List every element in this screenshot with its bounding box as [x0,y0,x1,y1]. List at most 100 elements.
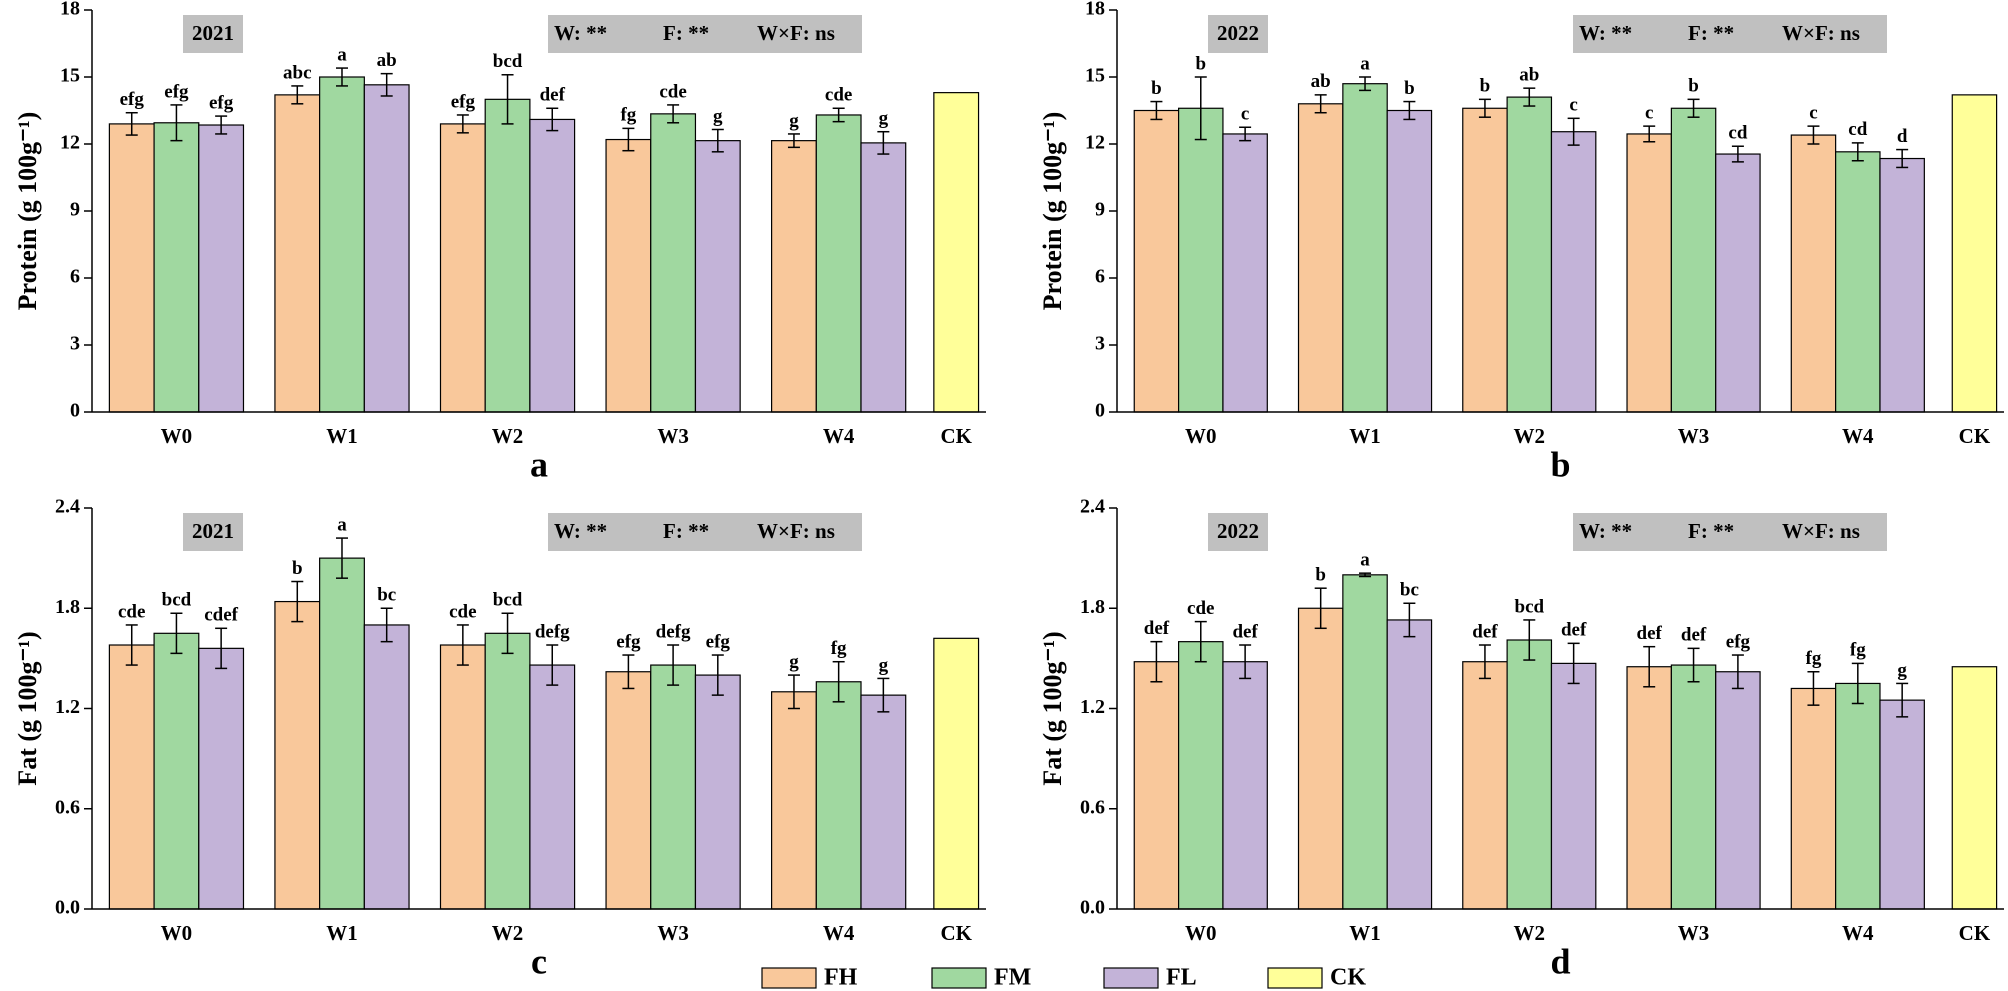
significance-letter: b [1688,76,1699,97]
significance-letter: g [879,655,889,676]
significance-letter: efg [1726,631,1751,652]
y-axis-label: Protein (g 100g⁻¹) [13,112,42,311]
bar [108,123,155,413]
bar [1506,639,1553,910]
panel-label: d [1550,941,1570,981]
bar [1626,133,1672,413]
bar [153,632,200,910]
significance-letter: defg [535,621,570,642]
x-tick-label: W2 [1514,424,1546,448]
significance-letter: b [1151,78,1162,99]
significance-letter: b [1480,76,1491,97]
bar [198,647,245,910]
bar [1342,83,1388,413]
panel-label: a [530,444,548,484]
significance-letter: b [1315,565,1326,586]
legend-swatch [761,967,817,989]
y-tick-label: 0.6 [1080,796,1105,818]
significance-letter: b [1404,78,1415,99]
significance-letter: defg [656,621,691,642]
stats-box [548,513,862,551]
year-label: 2021 [192,21,234,45]
stats-label: F: ** [663,21,709,45]
bar [529,118,576,413]
bar [439,123,486,413]
year-label: 2022 [1217,21,1259,45]
bar [815,681,862,910]
bar [1386,619,1433,910]
year-label: 2022 [1217,519,1259,543]
significance-letter: fg [831,638,847,659]
stats-label: W: ** [1579,519,1632,543]
significance-letter: efg [706,631,731,652]
significance-letter: a [337,514,347,535]
significance-letter: g [789,110,799,131]
significance-letter: fg [1850,640,1866,661]
y-tick-label: 18 [60,0,80,20]
bar [153,122,200,413]
bar [694,140,741,413]
y-tick-label: 18 [1085,0,1105,20]
bar [319,76,365,413]
significance-letter: g [713,106,723,127]
significance-letter: bcd [493,590,523,611]
stats-label: W×F: ns [757,21,835,45]
x-tick-label: CK [1959,424,1991,448]
stats-label: W×F: ns [1782,21,1860,45]
significance-letter: cde [825,85,852,106]
stats-box [1573,513,1887,551]
bar [1835,151,1881,413]
bar [650,664,697,910]
significance-letter: def [1472,621,1498,642]
year-box [1208,513,1268,551]
significance-letter: cde [118,601,145,622]
significance-letter: fg [1806,648,1822,669]
bar [1626,666,1672,910]
x-tick-label: W4 [823,921,855,945]
bar [1133,109,1180,413]
bar [1790,134,1837,413]
bar [815,114,862,413]
y-tick-label: 2.4 [1080,496,1105,518]
legend-label: FL [1166,965,1197,991]
legend-label: FH [824,965,858,991]
bar [650,113,697,413]
bar [1297,607,1344,910]
y-tick-label: 0 [1095,400,1105,422]
y-tick-label: 6 [70,266,80,288]
stats-label: W: ** [1579,21,1632,45]
significance-letter: bcd [493,51,523,72]
significance-letter: abc [283,62,312,83]
bar [1177,107,1224,413]
legend-swatch [931,967,987,989]
stats-label: F: ** [1688,519,1734,543]
bar [1342,574,1388,910]
significance-letter: ab [1519,65,1539,86]
y-tick-label: 6 [1095,266,1105,288]
x-tick-label: W4 [1842,921,1874,945]
panel-label: c [531,941,547,981]
bar [1550,662,1597,910]
x-tick-label: W1 [326,921,358,945]
significance-letter: b [292,558,303,579]
x-tick-label: W0 [1185,424,1217,448]
significance-letter: bc [1400,580,1419,601]
bar [439,644,486,910]
stats-box [1573,15,1887,53]
bar [274,600,321,910]
x-tick-label: W1 [1349,424,1381,448]
stats-label: F: ** [1688,21,1734,45]
bar [933,92,980,413]
bar [1951,666,1998,910]
y-tick-label: 12 [1085,132,1105,154]
significance-letter: ab [377,50,397,71]
significance-letter: a [1360,550,1370,571]
bar [1715,671,1761,910]
panel-label: b [1550,444,1570,484]
significance-letter: efg [120,89,145,110]
stats-label: W: ** [554,519,607,543]
significance-letter: cdef [204,605,238,626]
y-tick-label: 12 [60,132,80,154]
significance-letter: g [1897,660,1907,681]
bar [771,140,817,413]
